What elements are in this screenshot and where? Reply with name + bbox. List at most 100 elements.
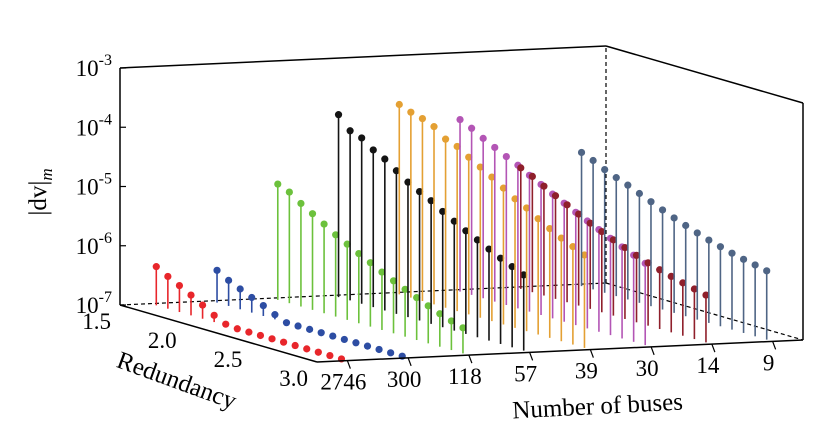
stem-marker: [465, 153, 473, 161]
stem-marker: [644, 259, 652, 267]
stem-marker: [441, 135, 450, 143]
stem-marker: [456, 115, 464, 124]
stem-marker: [424, 302, 432, 310]
stem-marker: [624, 181, 632, 189]
box-front-edges: [119, 103, 804, 363]
stem-marker: [589, 156, 597, 165]
stem-marker: [557, 234, 565, 242]
stem-marker: [439, 207, 447, 216]
stem-marker: [491, 143, 499, 152]
stem-marker: [632, 251, 641, 259]
z-tick-label: 2.0: [148, 328, 177, 353]
series-14: [517, 164, 710, 343]
stem-marker: [413, 293, 421, 302]
y-tick-label: 10-4: [76, 111, 112, 140]
stem-marker: [248, 293, 256, 302]
stem-marker: [225, 276, 233, 284]
stem-marker: [728, 249, 736, 257]
stem-series-group: [152, 100, 771, 363]
stem-marker: [279, 338, 288, 346]
stem-marker: [551, 192, 560, 200]
stem-marker: [256, 331, 265, 340]
box-back-edges: [119, 45, 804, 341]
x-tick-mark: [468, 354, 473, 364]
stem-marker: [334, 111, 343, 119]
stem-marker: [511, 195, 519, 203]
stem-marker: [366, 259, 374, 267]
stem-marker: [453, 142, 461, 151]
stem-marker: [407, 108, 415, 116]
x-tick-label: 300: [387, 367, 422, 392]
stem-marker: [670, 214, 678, 222]
z-tick-label: 1.5: [82, 309, 111, 334]
stem-marker: [271, 311, 279, 319]
stem-marker: [352, 339, 360, 347]
series-118: [274, 180, 467, 354]
stem-marker: [329, 332, 337, 340]
stem-marker: [340, 335, 348, 344]
stem-marker: [294, 322, 302, 330]
x-tick-mark: [407, 357, 412, 367]
stem-marker: [222, 320, 230, 328]
y-tick-labels: 10-7 10-6 10-5 10-4 10-3: [76, 52, 126, 318]
x-tick-label: 118: [448, 364, 482, 389]
y-tick-label: 10-6: [76, 230, 112, 259]
stem-marker: [682, 221, 690, 230]
stem-marker: [152, 263, 160, 271]
stem-marker: [389, 277, 398, 285]
stem-marker: [233, 325, 241, 333]
stem-marker: [763, 267, 771, 275]
stem-marker: [395, 100, 403, 109]
x-tick-mark: [650, 346, 655, 356]
stem-marker: [702, 291, 710, 299]
stem-marker: [259, 301, 267, 310]
stem-marker: [450, 217, 458, 225]
stem-marker: [358, 134, 366, 142]
stem-marker: [363, 342, 372, 350]
stem-marker: [479, 134, 487, 142]
stem-marker: [658, 206, 667, 214]
stem-marker: [427, 197, 435, 205]
stem-marker: [485, 245, 493, 253]
x-tick-label: 14: [696, 353, 720, 378]
y-axis-label: |dv|m: [25, 168, 56, 215]
stem-marker: [476, 163, 484, 171]
x-tick-mark: [711, 343, 716, 353]
y-tick-label: 10-5: [76, 171, 112, 200]
stem-marker: [326, 351, 334, 360]
stem-marker: [332, 231, 340, 239]
series-300: [213, 266, 406, 360]
stem-marker: [175, 281, 184, 290]
stem-marker: [291, 341, 299, 350]
stem-marker: [473, 236, 482, 244]
stem-marker: [375, 345, 383, 354]
stem-marker: [317, 329, 325, 337]
x-tick-mark: [589, 349, 594, 358]
stem-marker: [415, 187, 424, 196]
stem-marker: [586, 219, 594, 227]
stem-marker: [381, 155, 389, 163]
stem-marker: [198, 301, 207, 309]
z-tick-labels: 1.5 2.0 2.5 3.0: [82, 309, 308, 391]
stem-marker: [716, 243, 725, 251]
stem-marker: [164, 272, 172, 281]
stem-marker: [528, 172, 536, 180]
stem-marker: [705, 236, 713, 244]
floor-right-dashed-edge: [605, 282, 804, 341]
stem-marker: [314, 348, 322, 356]
stem-marker: [517, 164, 525, 172]
stem-marker: [378, 268, 386, 276]
stem-marker: [236, 285, 244, 293]
stem-marker: [436, 310, 444, 318]
back-top-edge: [119, 45, 607, 69]
stem-marker: [430, 123, 438, 131]
stem-marker: [297, 199, 305, 208]
x-tick-labels: 2746 300 118 57 39 30 14 9: [320, 341, 777, 395]
stem-marker: [468, 124, 476, 132]
stem-marker: [580, 251, 589, 259]
stem-marker: [459, 324, 467, 332]
y-tick-label: 10-7: [76, 289, 112, 318]
stem-marker: [369, 146, 377, 154]
stem-marker: [488, 173, 496, 181]
x-tick-mark: [529, 352, 534, 361]
